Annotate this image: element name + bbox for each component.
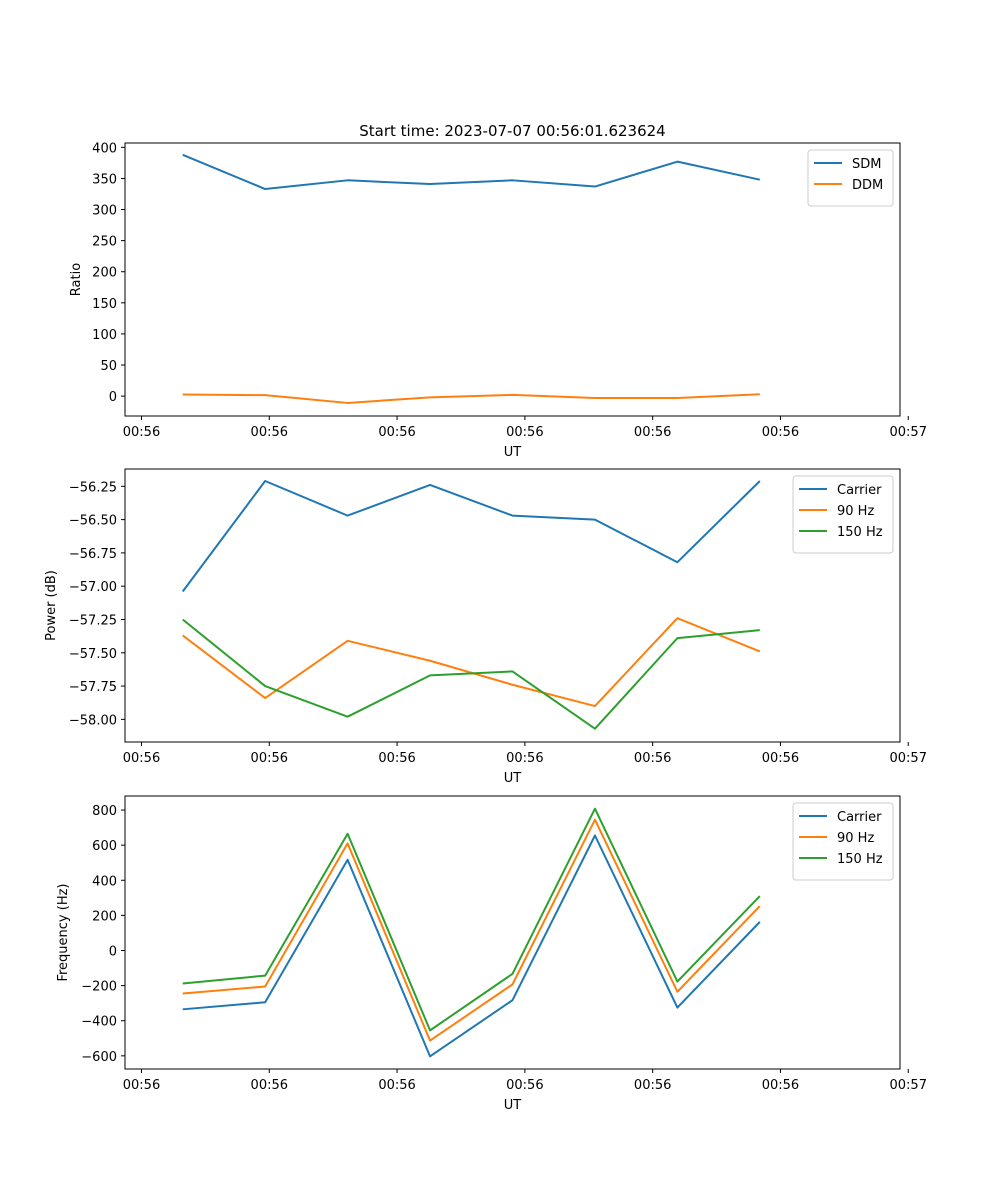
x-tick-label: 00:56: [762, 751, 799, 766]
x-axis-label: UT: [504, 771, 522, 786]
y-tick-label: 250: [92, 235, 117, 250]
x-tick-label: 00:56: [634, 1078, 671, 1093]
y-tick-label: 100: [92, 328, 117, 343]
axes-frame: [124, 795, 901, 1070]
series-line-150-hz: [182, 618, 760, 730]
series-line-carrier: [181, 479, 761, 593]
x-tick-label: 00:56: [123, 425, 160, 440]
x-tick-label: 00:56: [123, 751, 160, 766]
series-line-150-hz: [182, 807, 761, 1032]
y-tick-label: 0: [109, 944, 117, 959]
series-line-ddm: [182, 393, 760, 404]
y-tick-label: −400: [81, 1015, 117, 1030]
y-tick-label: −57.50: [69, 647, 117, 662]
y-tick-label: 200: [92, 266, 117, 281]
y-axis-label: Frequency (Hz): [56, 883, 71, 981]
y-tick-label: −56.25: [69, 480, 117, 495]
y-tick-label: −57.75: [69, 680, 117, 695]
y-tick-label: 150: [92, 297, 117, 312]
legend-label: 150 Hz: [837, 525, 883, 540]
x-tick-label: 00:56: [634, 751, 671, 766]
x-tick-label: 00:57: [890, 1078, 927, 1093]
y-tick-label: −56.50: [69, 514, 117, 529]
legend-label: 90 Hz: [837, 504, 874, 519]
legend-label: SDM: [852, 157, 881, 172]
x-tick-label: 00:56: [251, 1078, 288, 1093]
y-tick-label: −58.00: [69, 713, 117, 728]
x-tick-label: 00:56: [378, 751, 415, 766]
x-tick-label: 00:56: [506, 425, 543, 440]
axes-frame: [124, 468, 901, 743]
x-tick-label: 00:57: [890, 425, 927, 440]
x-tick-label: 00:57: [890, 751, 927, 766]
legend-box: [792, 475, 894, 554]
y-tick-label: −200: [81, 980, 117, 995]
y-tick-label: 350: [92, 172, 117, 187]
y-tick-label: −56.75: [69, 547, 117, 562]
y-tick-label: 400: [92, 874, 117, 889]
y-axis-label: Ratio: [69, 263, 84, 296]
y-tick-label: −600: [81, 1050, 117, 1065]
plots-container: 00:56 00:56 00:56 00:56 00:56 00:56 00:57 0 50 10…: [44, 141, 927, 1113]
y-tick-label: 800: [92, 804, 117, 819]
legend-label: DDM: [852, 178, 883, 193]
x-tick-label: 00:56: [762, 1078, 799, 1093]
y-tick-label: 400: [92, 141, 117, 156]
x-tick-label: 00:56: [378, 1078, 415, 1093]
y-tick-label: 600: [92, 839, 117, 854]
y-tick-label: 300: [92, 204, 117, 219]
y-tick-label: 200: [92, 909, 117, 924]
series-line-carrier: [182, 834, 761, 1058]
legend-label: Carrier: [837, 810, 882, 825]
x-tick-label: 00:56: [634, 425, 671, 440]
x-tick-label: 00:56: [251, 425, 288, 440]
y-axis-label: Power (dB): [44, 570, 59, 641]
x-tick-label: 00:56: [378, 425, 415, 440]
subplot-3: 00:56 00:56 00:56 00:56 00:56 00:56 00:57 −600 −…: [56, 795, 927, 1113]
legend-label: Carrier: [837, 483, 882, 498]
subplot-1: 00:56 00:56 00:56 00:56 00:56 00:56 00:57 0 50 10…: [69, 141, 927, 460]
series-line-sdm: [182, 153, 761, 191]
x-axis-label: UT: [504, 1098, 522, 1113]
x-tick-label: 00:56: [506, 1078, 543, 1093]
legend-label: 150 Hz: [837, 852, 883, 867]
figure-title: Start time: 2023-07-07 00:56:01.623624: [359, 122, 665, 140]
x-tick-label: 00:56: [251, 751, 288, 766]
subplot-2: 00:56 00:56 00:56 00:56 00:56 00:56 00:57 −58.0…: [44, 468, 927, 786]
axes-frame: [124, 142, 901, 417]
y-tick-label: −57.25: [69, 613, 117, 628]
legend-label: 90 Hz: [837, 831, 874, 846]
x-tick-label: 00:56: [123, 1078, 160, 1093]
y-tick-label: 0: [109, 390, 117, 405]
x-tick-label: 00:56: [762, 425, 799, 440]
y-tick-label: 50: [100, 359, 117, 374]
series-line-90-hz: [182, 818, 761, 1042]
x-tick-label: 00:56: [506, 751, 543, 766]
y-tick-label: −57.00: [69, 580, 117, 595]
x-axis-label: UT: [504, 445, 522, 460]
legend-box: [792, 802, 894, 881]
